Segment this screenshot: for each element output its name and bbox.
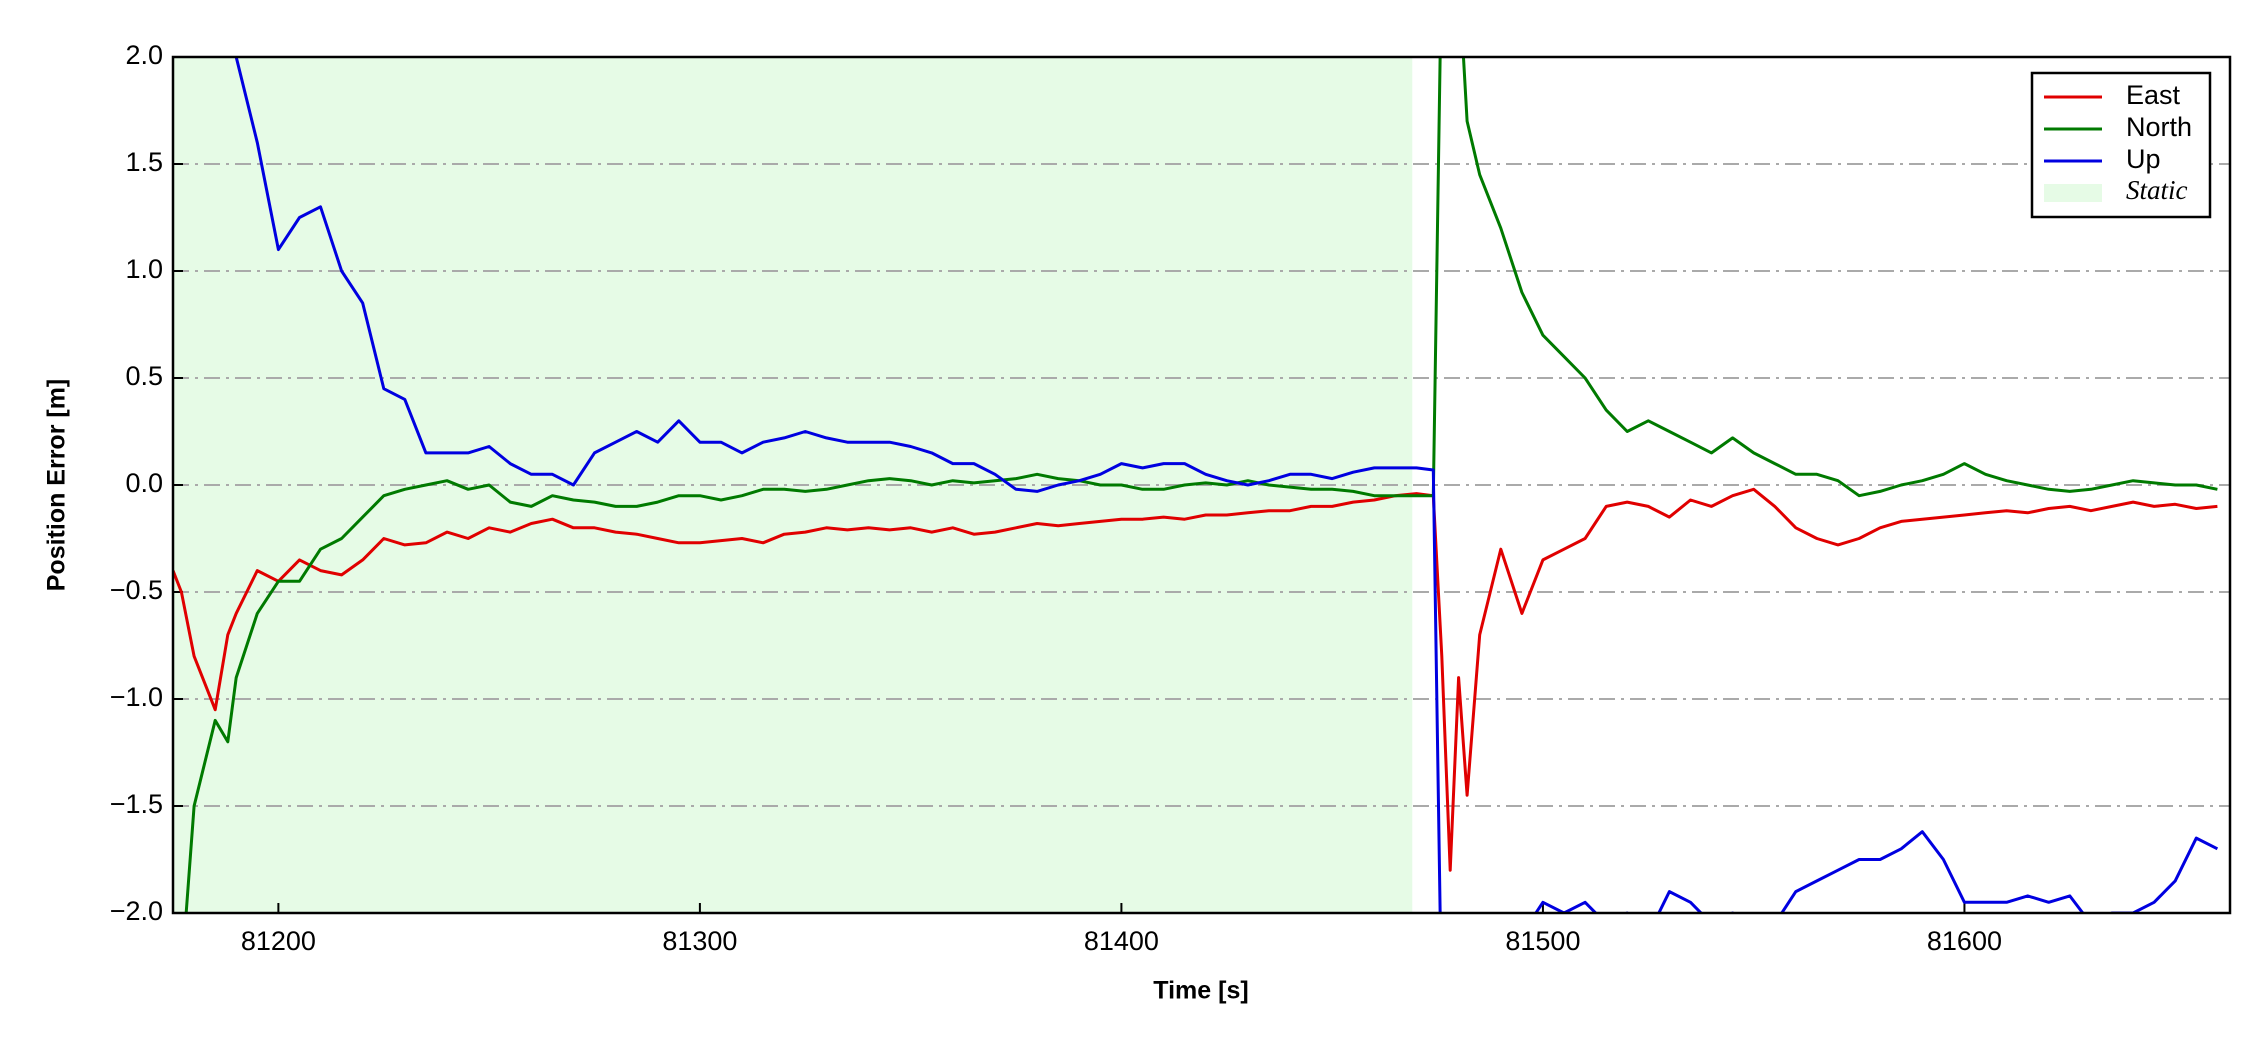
y-tick-label: −1.0	[110, 682, 163, 712]
y-axis-label: Position Error [m]	[43, 379, 71, 592]
legend-label: North	[2126, 112, 2192, 142]
legend-label: Up	[2126, 144, 2161, 174]
series-line	[184, 57, 2218, 913]
x-tick-label: 81300	[662, 926, 737, 956]
y-tick-label: −0.5	[110, 575, 163, 605]
x-axis-label: Time [s]	[1153, 977, 1248, 1005]
legend-label: Static	[2126, 175, 2188, 205]
y-tick-label: 1.5	[125, 147, 163, 177]
y-tick-label: 1.0	[125, 254, 163, 284]
x-tick-label: 81200	[241, 926, 316, 956]
y-tick-label: 2.0	[125, 40, 163, 70]
y-tick-label: −1.5	[110, 789, 163, 819]
series-line	[234, 57, 2219, 913]
x-tick-label: 81400	[1084, 926, 1159, 956]
legend-label: East	[2126, 80, 2181, 110]
series-line	[173, 487, 2218, 872]
y-tick-label: 0.5	[125, 361, 163, 391]
y-tick-label: −2.0	[110, 896, 163, 926]
plot-frame	[171, 55, 2232, 915]
legend-swatch	[2044, 184, 2102, 202]
x-tick-label: 81500	[1505, 926, 1580, 956]
x-tick-label: 81600	[1927, 926, 2002, 956]
plot-lines	[173, 57, 2219, 913]
y-tick-label: 0.0	[125, 468, 163, 498]
